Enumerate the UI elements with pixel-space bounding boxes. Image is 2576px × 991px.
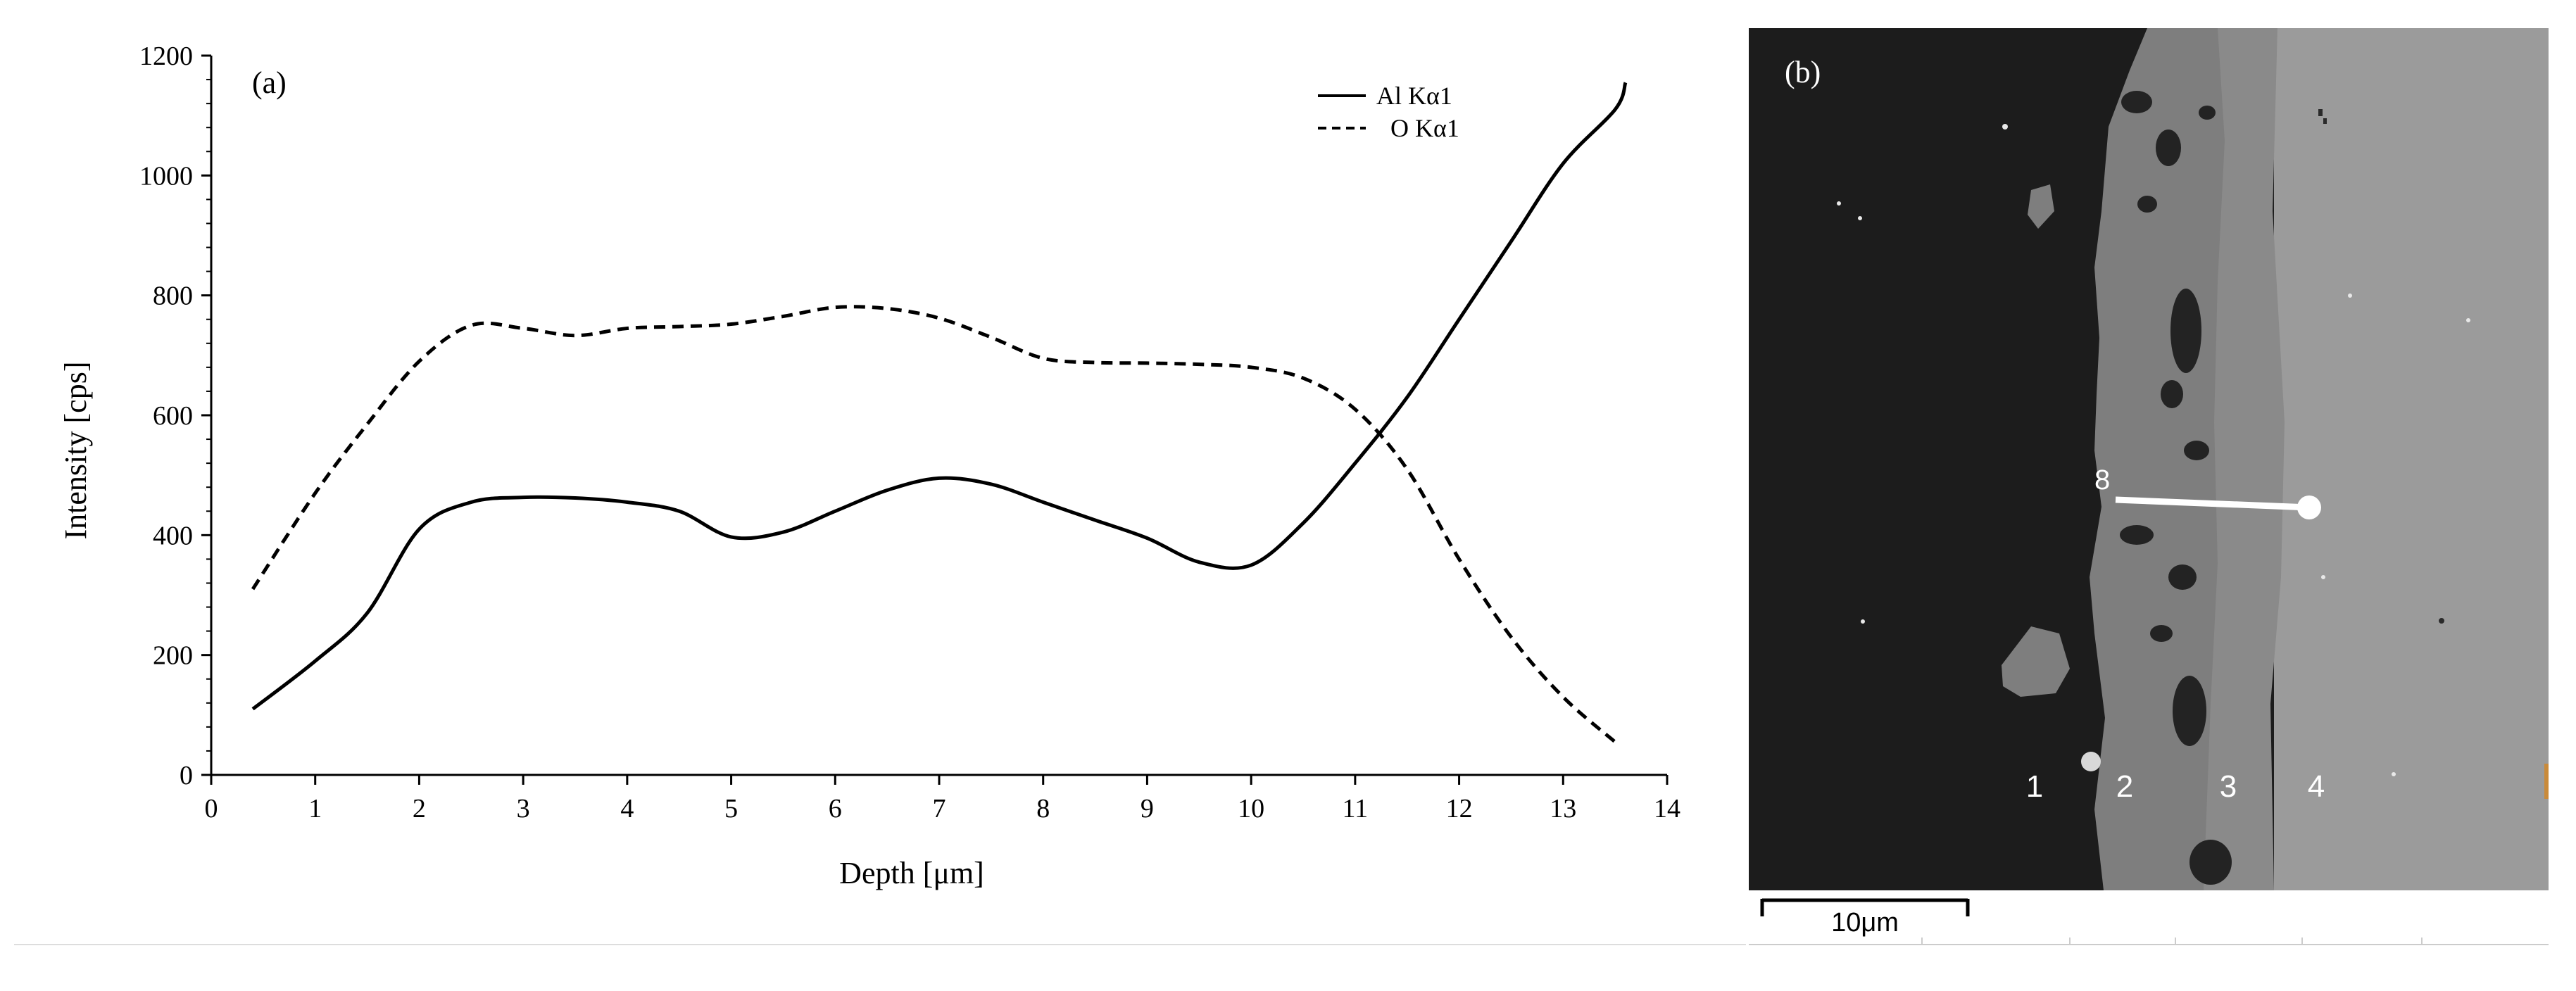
particle-left-upper [2028,184,2054,229]
x-tick-label: 3 [517,794,530,823]
legend-o-label: O Kα1 [1390,114,1459,142]
linescan-path [2115,496,2310,511]
particle-left-lower [2002,626,2070,697]
x-tick-label: 11 [1343,794,1369,823]
x-tick-label: 10 [1238,794,1264,823]
scale-bar: 10μm [1760,898,1970,938]
y-tick-label: 0 [180,761,193,790]
series-line-al [251,82,1628,711]
x-tick-label: 1 [308,794,322,823]
x-tick-label: 6 [829,794,842,823]
x-axis-title: Depth [μm] [839,856,984,890]
y-axis-title: Intensity [cps] [58,362,93,540]
region-label-2: 2 [2116,769,2133,804]
y-tick-label: 600 [153,401,193,431]
region-label-3: 3 [2220,769,2237,804]
region-label-1: 1 [2026,769,2043,804]
region-4-matrix [2274,28,2549,890]
panel-label-a: (a) [252,65,287,100]
x-tick-label: 9 [1141,794,1154,823]
x-tick-label: 12 [1446,794,1473,823]
region-2-layer [2090,28,2225,890]
y-axis: 0 200 400 600 800 1000 1200 [139,42,213,790]
x-axis: 0 1 2 3 4 5 6 7 8 9 10 11 12 13 14 [205,774,1680,823]
series-layer [251,82,1628,744]
bright-inclusion [2081,752,2101,771]
dark-pits [2318,109,2444,624]
scale-ruler-ticks [1749,938,2549,945]
panel-label-b: (b) [1785,55,1821,89]
legend-al-label: Al Kα1 [1376,82,1452,110]
chart-legend: Al Kα1 O Kα1 [1318,82,1459,142]
y-tick-label: 1200 [139,42,193,71]
x-tick-label: 13 [1550,794,1576,823]
y-tick-label: 1000 [139,161,193,191]
x-tick-label: 0 [205,794,218,823]
x-tick-label: 14 [1654,794,1680,823]
sem-micrograph-panel: 8 (b) 1 2 3 4 10μm [1749,28,2549,945]
edge-marker [2544,764,2549,799]
linescan-endpoint [2297,496,2321,519]
bright-specks [1837,124,2470,776]
x-tick-label: 2 [413,794,426,823]
x-tick-label: 8 [1036,794,1050,823]
y-tick-label: 200 [153,641,193,671]
linescan-start-marker: 8 [2094,465,2110,496]
region-label-4: 4 [2308,769,2325,804]
region-2-pores [2120,91,2232,885]
series-line-o [251,305,1616,744]
x-tick-label: 4 [620,794,634,823]
y-tick-label: 400 [153,521,193,550]
scale-bar-label: 10μm [1831,908,1899,938]
x-tick-label: 7 [933,794,946,823]
y-tick-label: 800 [153,282,193,311]
x-tick-label: 5 [724,794,738,823]
